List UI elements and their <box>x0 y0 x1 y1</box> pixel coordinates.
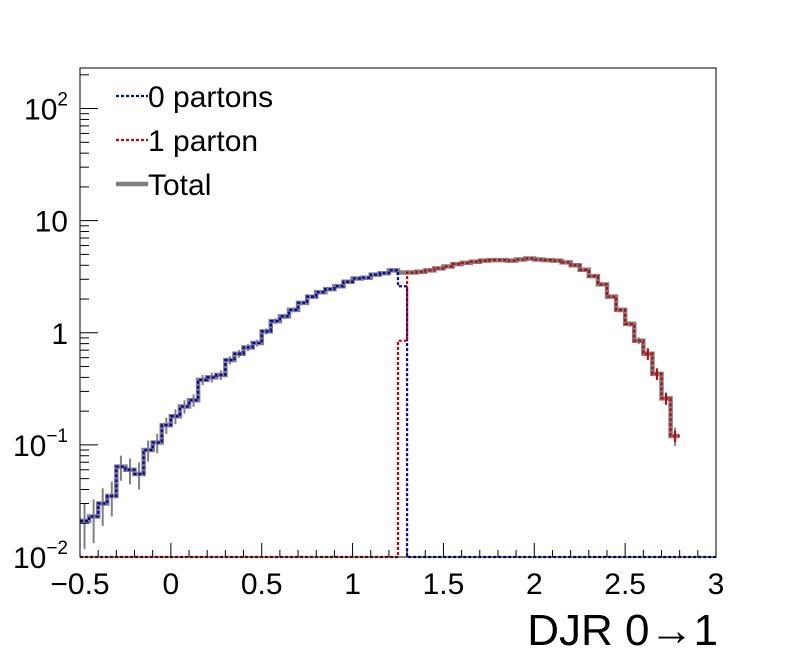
y-tick-label: 10−1 <box>13 426 68 463</box>
x-tick-label: 0 <box>163 568 180 601</box>
legend-label-0-partons: 0 partons <box>148 81 273 114</box>
x-tick-label: 2 <box>526 568 543 601</box>
y-tick-label: 1 <box>51 318 68 351</box>
x-tick-label: 1 <box>344 568 361 601</box>
x-tick-label: −0.5 <box>50 568 109 601</box>
x-axis-title: DJR 0→1 <box>527 606 718 655</box>
x-tick-label: 3 <box>708 568 725 601</box>
x-tick-label: 0.5 <box>241 568 283 601</box>
y-tick-label: 10−2 <box>13 538 68 575</box>
data-layer <box>80 256 716 559</box>
legend-label-total: Total <box>148 169 211 202</box>
axes-layer: −0.5 0 0.5 1 1.5 2 2.5 3 10−2 10−1 1 10 102 <box>13 67 725 601</box>
x-tick-label: 2.5 <box>604 568 646 601</box>
y-tick-label: 102 <box>24 90 68 127</box>
plot-frame <box>79 67 717 558</box>
x-tick-label: 1.5 <box>423 568 465 601</box>
legend: 0 partons 1 parton Total <box>116 81 273 202</box>
legend-label-1-parton: 1 parton <box>148 125 258 158</box>
y-tick-label: 10 <box>35 206 68 239</box>
